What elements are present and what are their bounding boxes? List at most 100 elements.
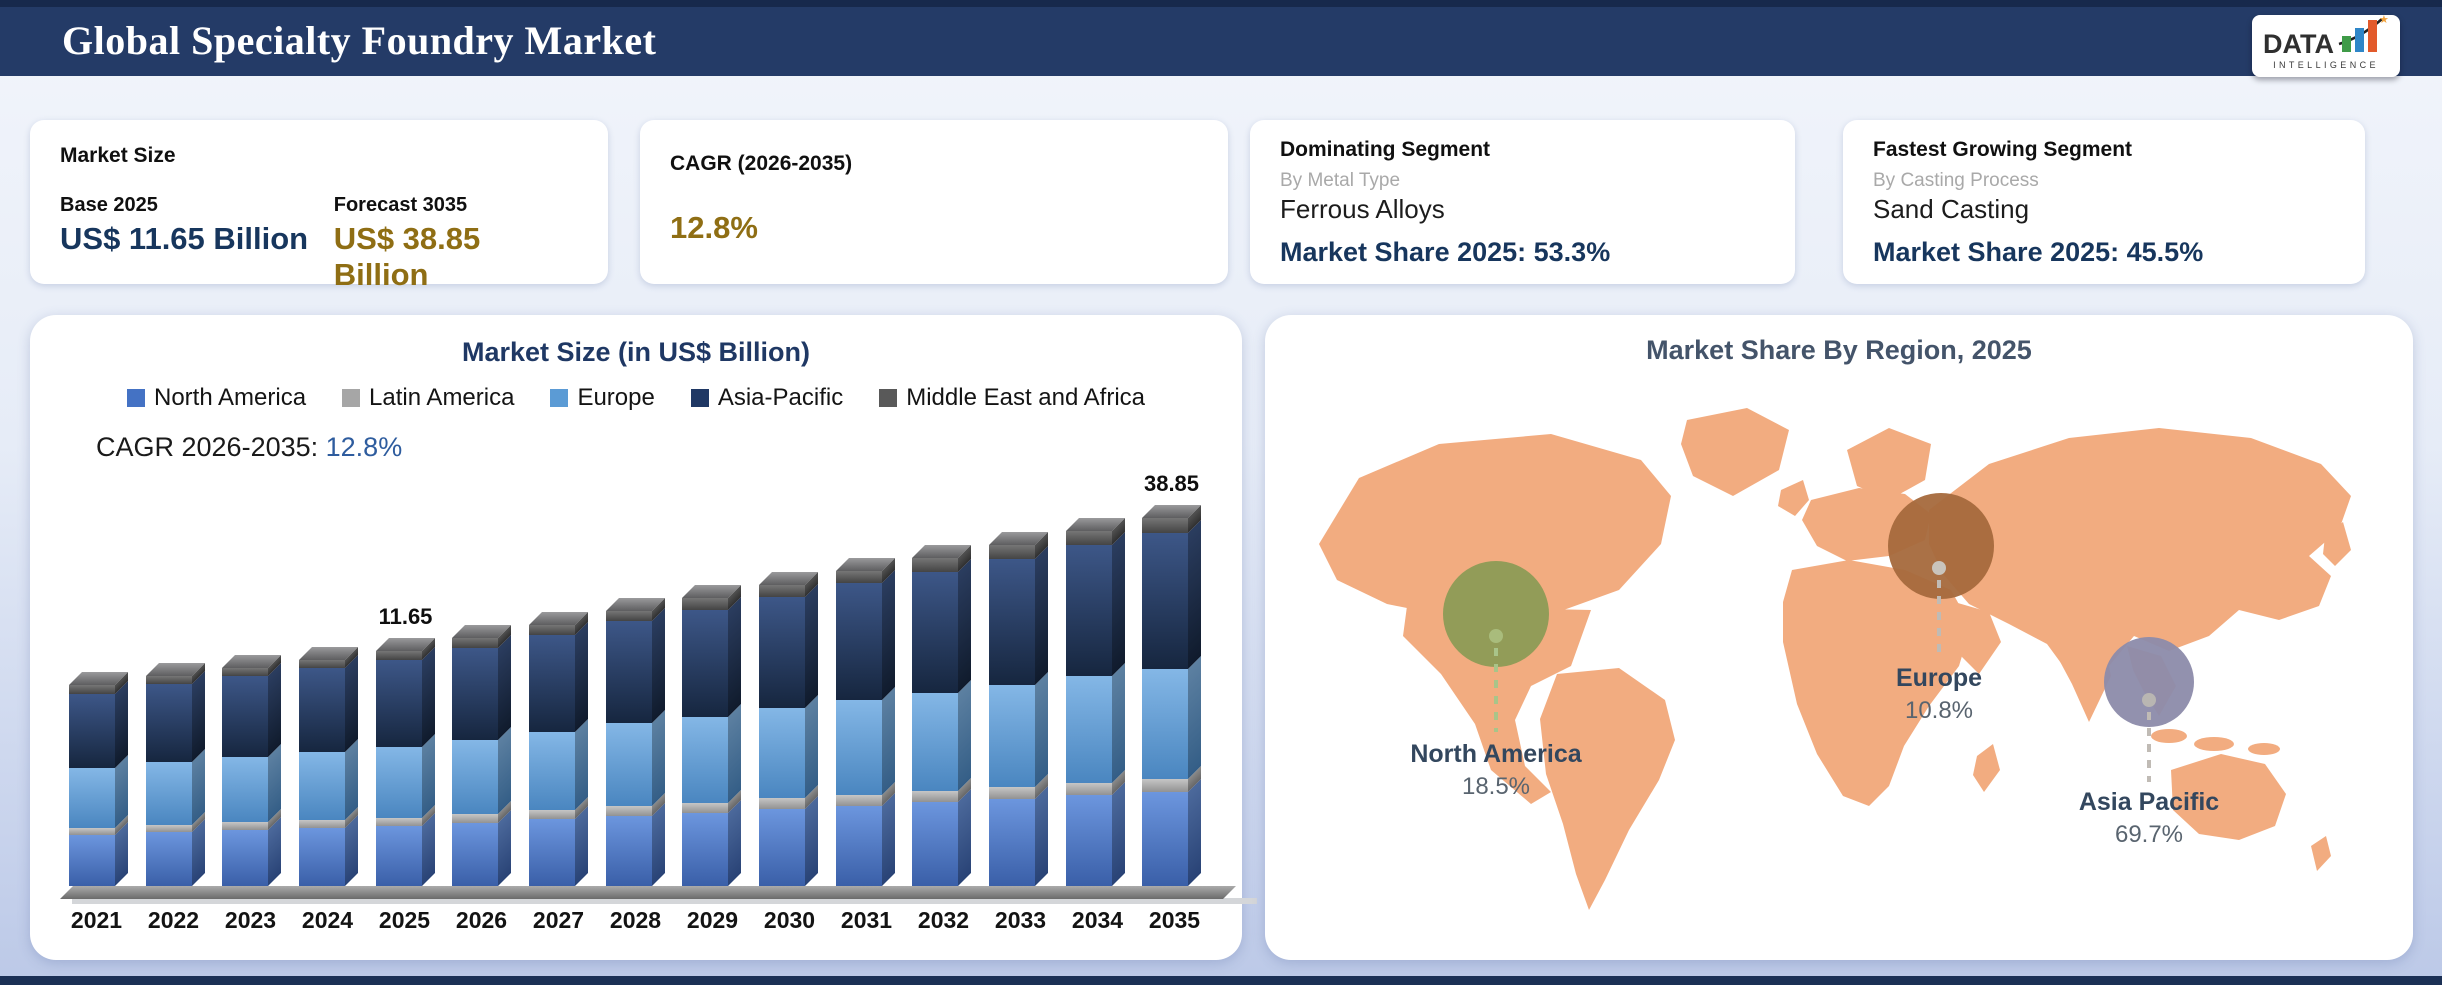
segment-asia-pacific <box>146 684 192 762</box>
cagr-value: 12.8% <box>670 210 758 245</box>
segment-latin-america <box>1066 783 1112 795</box>
market-size-chart-panel: Market Size (in US$ Billion) North Ameri… <box>30 315 1257 960</box>
bar-2025 <box>376 638 435 886</box>
legend-label: Europe <box>577 384 655 411</box>
segment-middle-east-and-africa <box>146 676 192 684</box>
segment-side <box>422 647 435 747</box>
card-fastest-growing-segment: Fastest Growing Segment By Casting Proce… <box>1843 120 2365 284</box>
base-value: US$ 11.65 Billion <box>60 221 309 256</box>
segment-side <box>498 635 511 740</box>
region-bubble-europe <box>1888 493 1994 599</box>
region-bubble-asia-pacific <box>2104 637 2194 727</box>
segment-middle-east-and-africa <box>759 585 805 597</box>
segment-asia-pacific <box>529 635 575 732</box>
legend-item-asia-pacific: Asia-Pacific <box>690 384 844 412</box>
segment-side <box>1188 779 1201 886</box>
segment-north-america <box>606 816 652 886</box>
chart-cagr-note: CAGR 2026-2035: 12.8% <box>96 432 1242 463</box>
segment-asia-pacific <box>376 660 422 747</box>
segment-middle-east-and-africa <box>452 638 498 648</box>
island-new-zealand <box>2311 836 2331 871</box>
segment-side <box>958 680 971 791</box>
region-dot-asia-pacific <box>2142 693 2156 707</box>
chart-floor-3d <box>60 886 1236 899</box>
bar-2021 <box>69 672 128 886</box>
bar-2027 <box>529 612 588 886</box>
page-title: Global Specialty Foundry Market <box>62 18 657 63</box>
legend-swatch <box>126 389 145 407</box>
card-cagr: CAGR (2026-2035) 12.8% <box>640 120 1228 284</box>
segment-side <box>192 749 205 825</box>
segment-side <box>498 810 511 886</box>
segment-side <box>575 622 588 732</box>
segment-latin-america <box>606 806 652 816</box>
segment-side <box>805 584 818 708</box>
island-japan <box>2323 522 2351 566</box>
peninsula-india <box>2047 628 2111 722</box>
segment-asia-pacific <box>1066 545 1112 676</box>
legend-label: Middle East and Africa <box>906 384 1146 411</box>
cagr-prefix: CAGR 2026-2035: <box>96 432 326 462</box>
segment-share: Market Share 2025: 53.3% <box>1280 237 1611 267</box>
segment-side <box>345 655 358 752</box>
segment-side <box>882 570 895 700</box>
segment-side <box>728 704 741 803</box>
segment-latin-america <box>452 814 498 823</box>
legend-item-middle-east-and-africa: Middle East and Africa <box>879 384 1145 412</box>
card-title: Dominating Segment <box>1280 138 1491 161</box>
segment-north-america <box>529 819 575 886</box>
segment-side <box>268 663 281 757</box>
segment-side <box>498 727 511 814</box>
segment-north-america <box>146 832 192 886</box>
segment-europe <box>1066 676 1112 783</box>
segment-north-america <box>376 826 422 886</box>
card-market-size: Market Size Base 2025 US$ 11.65 Billion … <box>30 120 608 292</box>
segment-side <box>652 710 665 806</box>
segment-side <box>1188 656 1201 779</box>
region-label-asia-pacific: Asia Pacific <box>2079 788 2219 816</box>
segment-latin-america <box>836 795 882 806</box>
segment-europe <box>376 747 422 818</box>
segment-middle-east-and-africa <box>606 611 652 621</box>
segment-side <box>575 719 588 810</box>
segment-asia-pacific <box>222 676 268 757</box>
segment-name: Sand Casting <box>1873 194 2030 224</box>
peninsula-arabia <box>1944 599 2001 674</box>
segment-latin-america <box>69 828 115 835</box>
segment-europe <box>146 762 192 825</box>
continent-greenland <box>1681 408 1789 496</box>
segment-asia-pacific <box>836 583 882 700</box>
segment-asia-pacific <box>1142 533 1188 669</box>
region-label-europe: Europe <box>1896 664 1982 692</box>
segment-middle-east-and-africa <box>1066 531 1112 545</box>
legend-item-latin-america: Latin America <box>342 384 514 412</box>
x-axis-label: 2023 <box>224 907 277 933</box>
segment-asia-pacific <box>759 597 805 708</box>
segment-asia-pacific <box>989 559 1035 685</box>
segment-asia-pacific <box>606 621 652 723</box>
segment-north-america <box>759 809 805 886</box>
segment-latin-america <box>759 798 805 809</box>
segment-side <box>652 803 665 886</box>
bar-2028 <box>606 598 665 886</box>
bar-2033 <box>989 532 1048 886</box>
region-dot-north-america <box>1489 629 1503 643</box>
segment-side <box>728 800 741 886</box>
legend-label: Asia-Pacific <box>717 384 844 411</box>
chart-floor-shadow <box>72 898 1257 904</box>
segment-side <box>192 671 205 762</box>
segment-side <box>652 608 665 723</box>
region-share-asia-pacific: 69.7% <box>2115 821 2183 848</box>
base-year-label: Base 2025 <box>60 194 158 216</box>
continent-south-america <box>1540 668 1675 910</box>
segment-latin-america <box>989 787 1035 799</box>
x-axis-label: 2029 <box>686 907 739 933</box>
bar-2026 <box>452 625 511 886</box>
segment-north-america <box>989 799 1035 886</box>
segment-name: Ferrous Alloys <box>1280 194 1445 224</box>
segment-europe <box>606 723 652 806</box>
island-iceland <box>1744 443 1774 461</box>
segment-middle-east-and-africa <box>989 545 1035 559</box>
island-uk <box>1778 480 1809 516</box>
